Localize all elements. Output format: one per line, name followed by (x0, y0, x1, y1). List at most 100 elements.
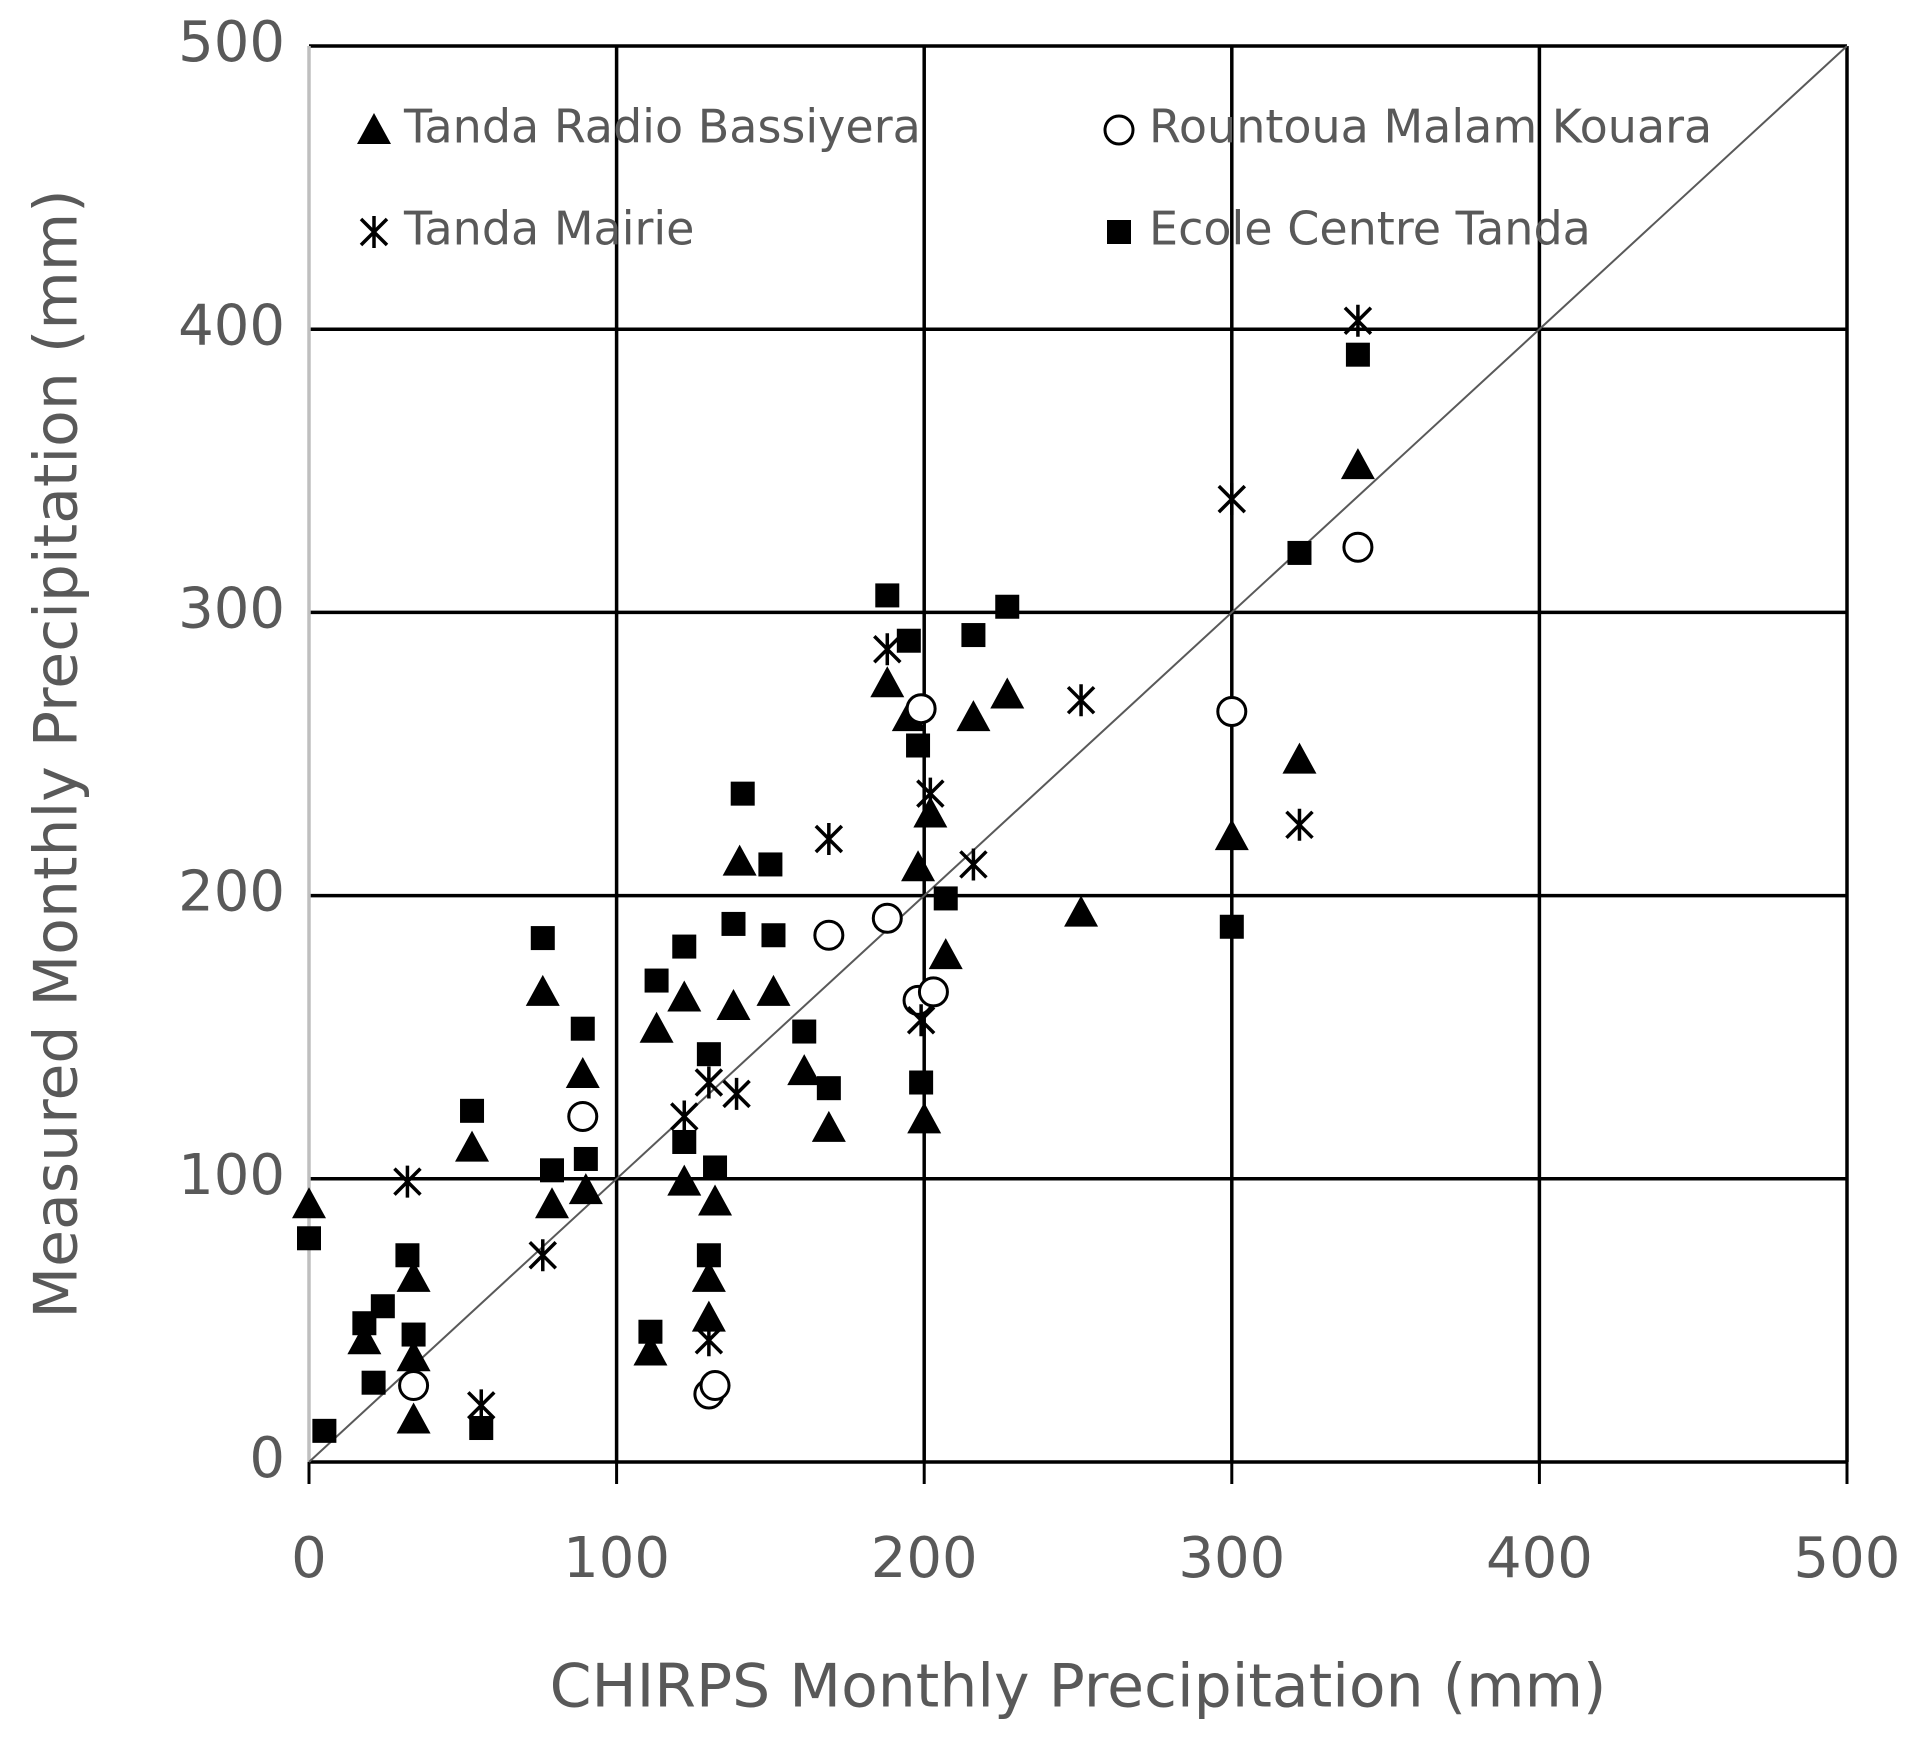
marker-square (995, 594, 1020, 619)
marker-square (312, 1418, 337, 1443)
marker-square (644, 968, 669, 993)
marker-square (906, 733, 931, 758)
marker-circle (1103, 114, 1135, 146)
marker-square (530, 926, 555, 951)
marker-asterisk (359, 216, 389, 248)
marker-triangle (691, 1260, 726, 1292)
marker-square (792, 1019, 817, 1044)
y-tick-label: 500 (178, 10, 285, 75)
marker-asterisk (906, 1004, 936, 1037)
marker-square (401, 1322, 426, 1347)
marker-triangle (956, 700, 991, 732)
x-tick-label: 500 (1794, 1526, 1901, 1591)
marker-square (297, 1226, 321, 1251)
marker-triangle (1064, 895, 1099, 927)
marker-circle (905, 693, 937, 725)
marker-triangle (1340, 448, 1375, 480)
marker-triangle (292, 1187, 326, 1219)
marker-circle (567, 1100, 599, 1132)
legend-label: Tanda Radio Bassiyera (403, 100, 921, 154)
marker-square (672, 1129, 697, 1154)
marker-triangle (901, 850, 936, 882)
marker-triangle (907, 1102, 942, 1134)
marker-square (395, 1243, 420, 1268)
marker-triangle (396, 1260, 431, 1292)
marker-triangle (633, 1334, 668, 1366)
marker-asterisk (959, 848, 988, 881)
marker-triangle (990, 677, 1025, 709)
marker-asterisk (528, 1239, 558, 1272)
marker-triangle (396, 1340, 431, 1372)
marker-square (875, 583, 900, 608)
marker-square (361, 1370, 386, 1395)
marker-square (761, 923, 786, 948)
marker-triangle (913, 796, 948, 828)
y-tick-label: 200 (178, 860, 285, 925)
y-axis-title: Measured Monthly Precipitation (mm) (22, 189, 92, 1318)
legend-label: Rountoua Malam Kouara (1149, 100, 1712, 154)
marker-triangle (870, 666, 905, 698)
marker-asterisk (873, 633, 902, 666)
marker-square (370, 1294, 395, 1319)
marker-square (721, 911, 746, 936)
y-tick-label: 300 (178, 577, 285, 642)
marker-triangle (928, 938, 963, 970)
marker-square (896, 628, 921, 653)
marker-triangle (698, 1184, 733, 1216)
y-tick-label: 400 (178, 293, 285, 358)
identity-line (308, 45, 1848, 1463)
marker-triangle (568, 1173, 603, 1205)
marker-triangle (691, 1300, 726, 1332)
marker-triangle (525, 974, 560, 1006)
marker-asterisk (694, 1066, 724, 1099)
marker-asterisk (1343, 304, 1373, 337)
marker-square (1345, 342, 1370, 367)
marker-square (730, 781, 755, 806)
marker-square (816, 1076, 841, 1101)
marker-square (540, 1158, 565, 1183)
marker-square (696, 1042, 721, 1067)
x-tick-label: 0 (291, 1526, 327, 1591)
marker-triangle (1214, 819, 1249, 851)
legend-label: Ecole Centre Tanda (1149, 202, 1591, 256)
marker-triangle (667, 980, 702, 1012)
marker-circle (699, 1370, 731, 1402)
marker-asterisk (694, 1324, 724, 1357)
marker-circle (813, 919, 845, 951)
marker-triangle (639, 1011, 674, 1043)
marker-asterisk (1285, 808, 1314, 841)
marker-square (570, 1016, 595, 1041)
marker-asterisk (670, 1100, 699, 1133)
marker-triangle (1282, 742, 1317, 774)
marker-circle (1216, 696, 1248, 728)
x-tick-label: 200 (871, 1526, 978, 1591)
marker-square (961, 623, 986, 648)
marker-triangle (722, 844, 757, 876)
marker-triangle (347, 1323, 382, 1355)
legend-label: Tanda Mairie (403, 202, 695, 256)
marker-square (672, 934, 697, 959)
marker-triangle (811, 1110, 846, 1142)
marker-square (1219, 914, 1244, 939)
marker-triangle (667, 1164, 702, 1196)
marker-triangle (787, 1054, 822, 1086)
marker-square (1287, 540, 1312, 565)
marker-square (758, 852, 783, 877)
marker-square (1107, 220, 1131, 244)
marker-asterisk (393, 1165, 422, 1198)
marker-asterisk (1217, 483, 1247, 516)
x-tick-label: 100 (563, 1526, 670, 1591)
marker-triangle (565, 1057, 600, 1089)
marker-square (703, 1155, 728, 1180)
marker-asterisk (916, 777, 945, 810)
marker-square (638, 1319, 663, 1344)
marker-circle (917, 976, 949, 1008)
marker-circle (871, 902, 903, 934)
marker-square (573, 1146, 598, 1171)
marker-asterisk (1066, 684, 1096, 717)
y-tick-label: 100 (178, 1143, 285, 1208)
marker-square (696, 1243, 721, 1268)
y-tick-label: 0 (249, 1426, 285, 1491)
